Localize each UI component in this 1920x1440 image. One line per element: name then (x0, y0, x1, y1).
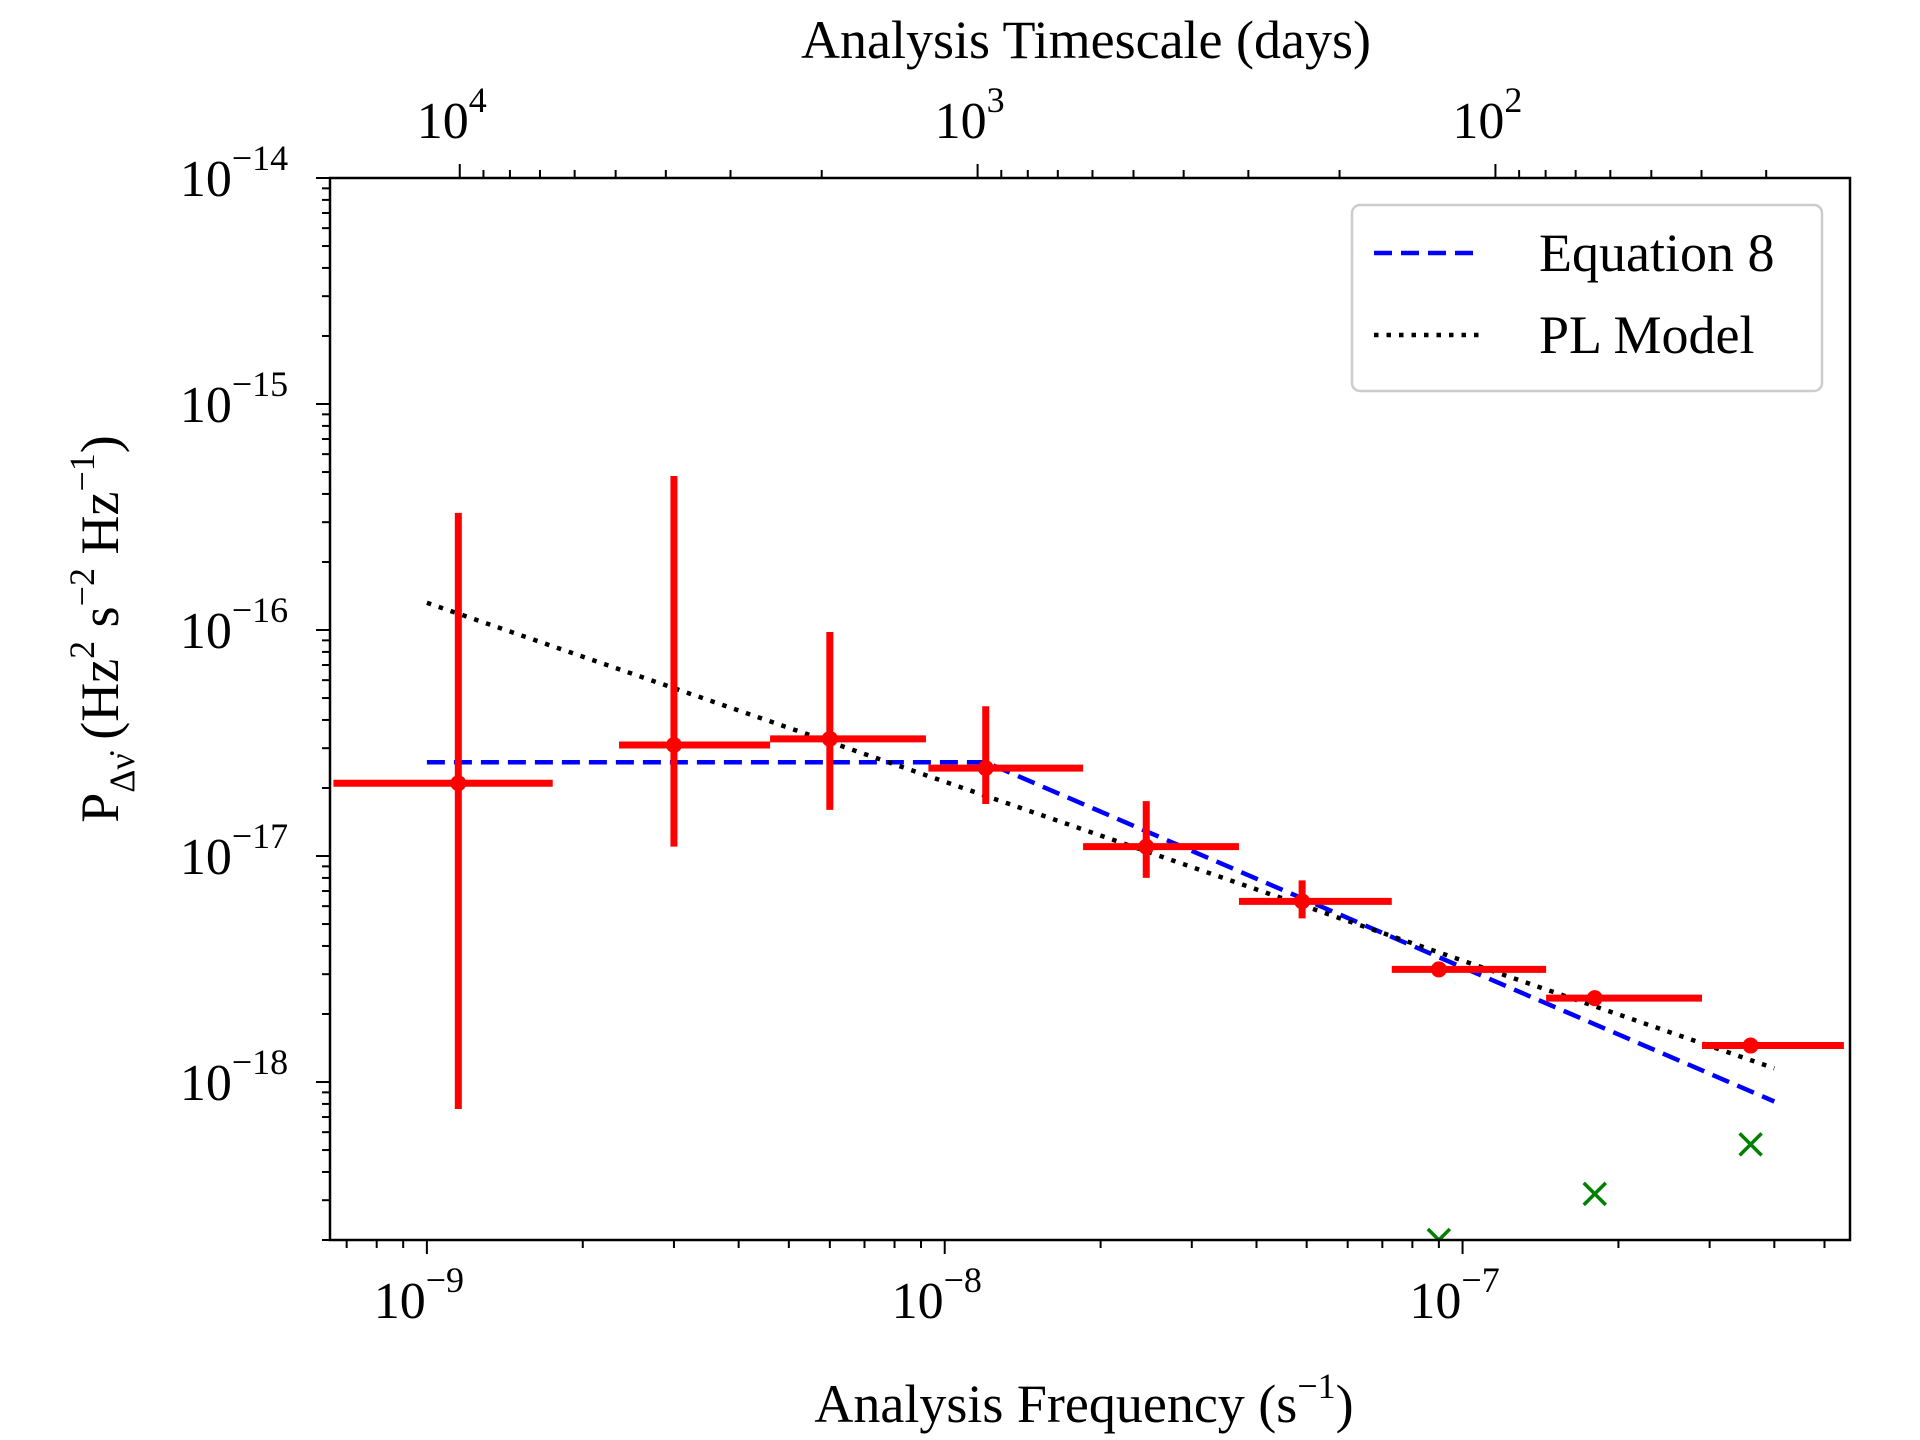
top-tick-label-0-base: 10 (417, 93, 469, 150)
x-tick-label-2-exponent: −7 (1461, 1260, 1499, 1300)
x-tick-label-1-base: 10 (892, 1273, 944, 1330)
y-tick-label-3: 10−15 (180, 364, 288, 434)
data-marker-1 (665, 736, 682, 753)
data-point-8 (1702, 1037, 1844, 1054)
plot-frame (328, 176, 1852, 1242)
y-axis-label-part-6: Hz (70, 492, 130, 568)
x-axis-label-exponent: −1 (1297, 1366, 1335, 1406)
y-axis-label-part-5: −2 (62, 568, 102, 606)
x-marker-0 (1426, 1227, 1452, 1240)
data-point-4 (1083, 801, 1239, 878)
y-tick-label-1: 10−17 (180, 816, 288, 886)
x-tick-label-2-base: 10 (1409, 1273, 1461, 1330)
top-tick-label-2-exponent: 2 (1504, 80, 1522, 120)
y-tick-label-3-base: 10 (180, 377, 232, 434)
top-tick-label-2-base: 10 (1452, 93, 1504, 150)
x-tick-label-0-exponent: −9 (426, 1260, 464, 1300)
legend: Equation 8 PL Model (1350, 203, 1824, 393)
data-point-6 (1391, 961, 1547, 978)
x-axis-label: Analysis Frequency (s−1) (814, 1366, 1353, 1434)
y-tick-label-1-base: 10 (180, 829, 232, 886)
y-axis-label-part-4: s (70, 606, 130, 641)
y-tick-label-4: 10−14 (180, 138, 288, 208)
top-tick-label-1-exponent: 3 (987, 80, 1005, 120)
y-axis-label: PΔν̇ (Hz2 s−2 Hz−1) (62, 435, 142, 823)
data-marker-0 (450, 775, 467, 792)
x-marker-stroke-b-1 (1582, 1181, 1607, 1207)
minor-ticks (322, 170, 1826, 1248)
top-tick-label-0: 104 (417, 80, 487, 150)
data-point-0 (333, 512, 553, 1109)
x-marker-1 (1582, 1181, 1607, 1207)
x-marker-stroke-b-0 (1436, 1227, 1452, 1240)
data-marker-3 (977, 760, 994, 777)
y-tick-label-2: 10−16 (180, 590, 288, 660)
y-axis-label-part-0: P (70, 793, 130, 823)
data-point-2 (770, 631, 926, 810)
data-point-1 (619, 476, 771, 847)
legend-label-equation-8: Equation 8 (1539, 223, 1774, 283)
data-marker-6 (1430, 961, 1447, 978)
data-marker-7 (1586, 990, 1603, 1007)
x-axis-label-tail: ) (1336, 1374, 1354, 1434)
legend-label-pl-model: PL Model (1539, 305, 1755, 365)
x-marker-stroke-a-0 (1426, 1227, 1442, 1240)
plot-area (333, 476, 1844, 1240)
y-tick-label-4-exponent: −14 (232, 138, 288, 178)
tick-labels: 10−9 10−8 10−710−1810−1710−1610−1510−14104… (180, 80, 1523, 1330)
top-tick-label-1-base: 10 (935, 93, 987, 150)
data-marker-2 (821, 730, 838, 747)
y-axis-label-part-1: Δν̇ (102, 751, 142, 792)
y-axis-label-part-3: 2 (62, 641, 102, 659)
y-axis-label-part-2: (Hz (70, 659, 130, 753)
x-tick-label-2: 10−7 (1409, 1260, 1499, 1330)
x-marker-stroke-b-2 (1738, 1132, 1763, 1157)
major-ticks (316, 164, 1497, 1254)
x-axis-label-text: Analysis Frequency (s (814, 1374, 1297, 1434)
x-tick-label-1: 10−8 (892, 1260, 982, 1330)
top-tick-label-0-exponent: 4 (469, 80, 487, 120)
data-point-5 (1238, 880, 1392, 919)
top-tick-label-2: 102 (1452, 80, 1522, 150)
data-point-7 (1546, 990, 1703, 1007)
data-point-3 (928, 706, 1084, 804)
data-marker-8 (1742, 1037, 1759, 1054)
y-tick-label-3-exponent: −15 (232, 364, 288, 404)
y-axis-label-part-8: ) (70, 435, 130, 453)
y-tick-label-0-exponent: −18 (232, 1042, 288, 1082)
series-line-1 (426, 600, 1776, 1071)
y-tick-label-1-exponent: −17 (232, 816, 288, 856)
y-tick-label-0: 10−18 (180, 1042, 288, 1112)
x-tick-label-0: 10−9 (374, 1260, 464, 1330)
y-tick-label-0-base: 10 (180, 1055, 232, 1112)
y-tick-label-2-exponent: −16 (232, 590, 288, 630)
top-tick-label-1: 103 (935, 80, 1005, 150)
y-tick-label-2-base: 10 (180, 603, 232, 660)
top-axis-label: Analysis Timescale (days) (801, 10, 1371, 70)
data-marker-5 (1294, 893, 1311, 910)
y-axis-label-part-7: −1 (62, 453, 102, 491)
x-tick-label-1-exponent: −8 (944, 1260, 982, 1300)
y-tick-label-4-base: 10 (180, 151, 232, 208)
x-marker-2 (1738, 1132, 1763, 1157)
x-tick-label-0-base: 10 (374, 1273, 426, 1330)
data-marker-4 (1138, 838, 1155, 855)
